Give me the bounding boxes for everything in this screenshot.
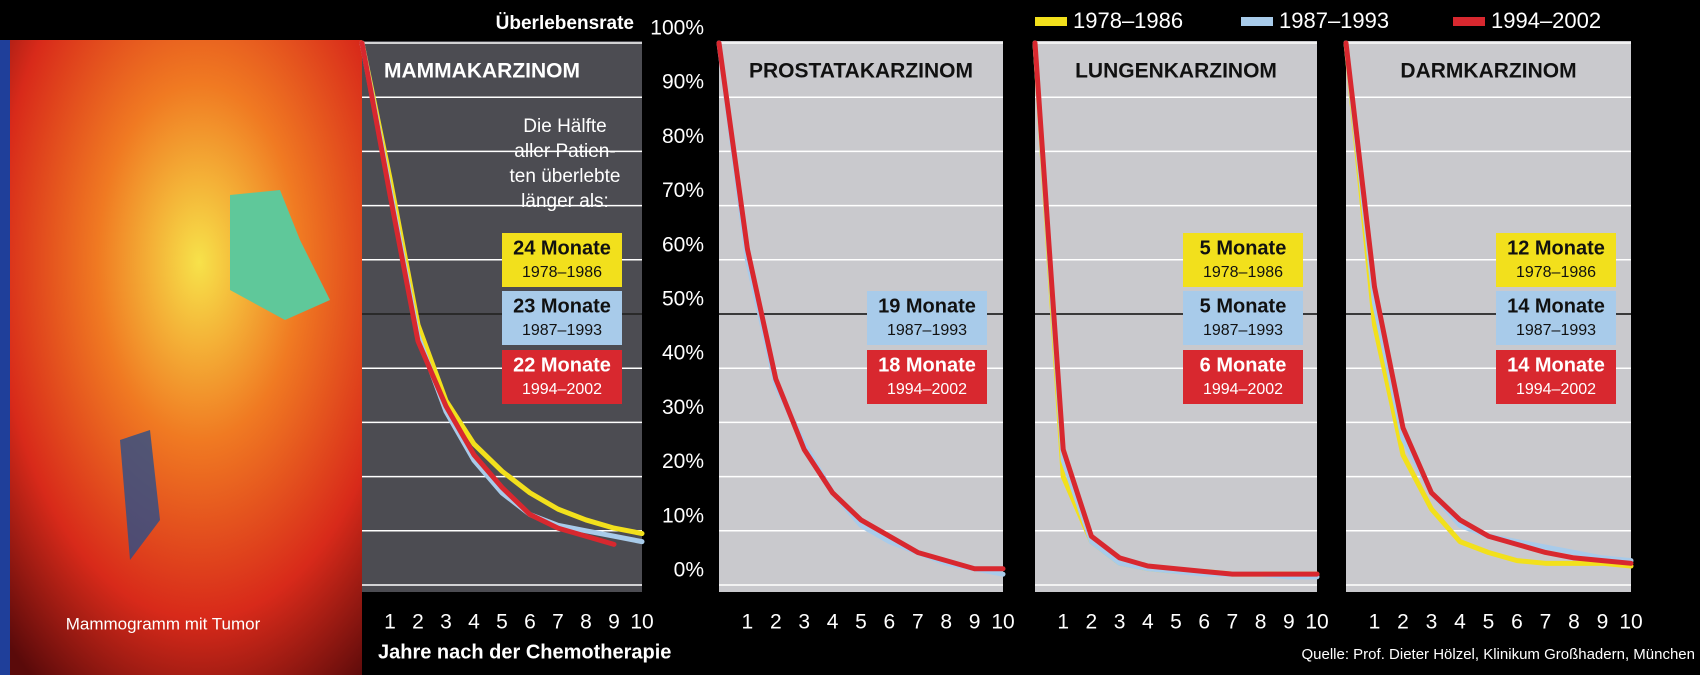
mammogram-image bbox=[0, 40, 362, 675]
x-tick-label: 2 bbox=[1397, 611, 1409, 634]
median-period: 1978–1986 bbox=[1203, 264, 1283, 281]
median-period: 1994–2002 bbox=[522, 381, 602, 398]
x-tick-label: 2 bbox=[412, 611, 424, 634]
y-tick-label: 50% bbox=[662, 288, 704, 311]
median-label: 24 Monate bbox=[513, 237, 611, 259]
median-label: 22 Monate bbox=[513, 354, 611, 376]
median-period: 1987–1993 bbox=[522, 322, 602, 339]
x-tick-label: 3 bbox=[1114, 611, 1126, 634]
median-period: 1994–2002 bbox=[1203, 381, 1283, 398]
y-tick-label: 70% bbox=[662, 179, 704, 202]
x-tick-label: 3 bbox=[798, 611, 810, 634]
legend-label: 1987–1993 bbox=[1279, 8, 1389, 33]
median-period: 1994–2002 bbox=[887, 381, 967, 398]
median-label: 12 Monate bbox=[1507, 237, 1605, 259]
x-tick-label: 9 bbox=[1283, 611, 1295, 634]
image-edge bbox=[0, 40, 10, 675]
median-period: 1987–1993 bbox=[887, 322, 967, 339]
legend-swatch bbox=[1453, 17, 1485, 26]
x-tick-label: 4 bbox=[1142, 611, 1154, 634]
annotation: Die Hälfte bbox=[523, 116, 606, 137]
x-tick-label: 1 bbox=[384, 611, 396, 634]
annotation: länger als: bbox=[521, 191, 609, 212]
chart: Mammogramm mit Tumor Quelle: Prof. Diete… bbox=[0, 0, 1700, 675]
x-tick-label: 10 bbox=[991, 611, 1014, 634]
x-tick-label: 8 bbox=[1568, 611, 1580, 634]
x-tick-label: 10 bbox=[1619, 611, 1642, 634]
annotation: aller Patien- bbox=[514, 141, 615, 162]
x-tick-label: 6 bbox=[1511, 611, 1523, 634]
legend-label: 1978–1986 bbox=[1073, 8, 1183, 33]
x-tick-label: 7 bbox=[552, 611, 564, 634]
x-tick-label: 8 bbox=[1255, 611, 1267, 634]
y-tick-label: 60% bbox=[662, 233, 704, 256]
x-tick-label: 7 bbox=[1540, 611, 1552, 634]
legend-label: 1994–2002 bbox=[1491, 8, 1601, 33]
legend-swatch bbox=[1241, 17, 1273, 26]
median-label: 6 Monate bbox=[1200, 354, 1287, 376]
x-tick-label: 2 bbox=[1086, 611, 1098, 634]
x-tick-label: 5 bbox=[496, 611, 508, 634]
x-tick-label: 10 bbox=[1305, 611, 1328, 634]
x-tick-label: 5 bbox=[1170, 611, 1182, 634]
y-axis-label: Überlebensrate bbox=[496, 13, 634, 34]
x-tick-label: 6 bbox=[1198, 611, 1210, 634]
x-tick-label: 7 bbox=[1227, 611, 1239, 634]
x-tick-label: 4 bbox=[1454, 611, 1466, 634]
x-tick-label: 4 bbox=[827, 611, 839, 634]
x-tick-label: 1 bbox=[1057, 611, 1069, 634]
x-tick-label: 7 bbox=[912, 611, 924, 634]
median-label: 18 Monate bbox=[878, 354, 976, 376]
y-tick-label: 40% bbox=[662, 342, 704, 365]
median-period: 1987–1993 bbox=[1203, 322, 1283, 339]
x-tick-label: 1 bbox=[1369, 611, 1381, 634]
page: Mammogramm mit Tumor Quelle: Prof. Diete… bbox=[0, 0, 1700, 675]
median-label: 14 Monate bbox=[1507, 295, 1605, 317]
x-tick-label: 5 bbox=[855, 611, 867, 634]
annotation: ten überlebte bbox=[510, 166, 621, 187]
x-tick-label: 6 bbox=[524, 611, 536, 634]
x-axis-label: Jahre nach der Chemotherapie bbox=[378, 641, 671, 663]
x-tick-label: 9 bbox=[1597, 611, 1609, 634]
x-tick-label: 8 bbox=[580, 611, 592, 634]
median-label: 14 Monate bbox=[1507, 354, 1605, 376]
legend-swatch bbox=[1035, 17, 1067, 26]
x-tick-label: 9 bbox=[969, 611, 981, 634]
median-label: 5 Monate bbox=[1200, 295, 1287, 317]
median-label: 19 Monate bbox=[878, 295, 976, 317]
x-tick-label: 3 bbox=[440, 611, 452, 634]
x-tick-label: 9 bbox=[608, 611, 620, 634]
panel-title: PROSTATAKARZINOM bbox=[749, 60, 973, 83]
source: Quelle: Prof. Dieter Hölzel, Klinikum Gr… bbox=[1301, 646, 1695, 663]
median-period: 1978–1986 bbox=[1516, 264, 1596, 281]
y-tick-label: 100% bbox=[650, 17, 704, 40]
median-period: 1994–2002 bbox=[1516, 381, 1596, 398]
y-tick-label: 10% bbox=[662, 504, 704, 527]
image-caption: Mammogramm mit Tumor bbox=[66, 614, 261, 633]
x-tick-label: 5 bbox=[1483, 611, 1495, 634]
panel-title: LUNGENKARZINOM bbox=[1075, 60, 1277, 83]
y-tick-label: 20% bbox=[662, 450, 704, 473]
x-tick-label: 10 bbox=[630, 611, 653, 634]
y-tick-label: 90% bbox=[662, 71, 704, 94]
median-period: 1978–1986 bbox=[522, 264, 602, 281]
x-tick-label: 2 bbox=[770, 611, 782, 634]
x-tick-label: 3 bbox=[1426, 611, 1438, 634]
median-period: 1987–1993 bbox=[1516, 322, 1596, 339]
y-tick-label: 30% bbox=[662, 396, 704, 419]
median-label: 5 Monate bbox=[1200, 237, 1287, 259]
x-tick-label: 1 bbox=[742, 611, 754, 634]
x-tick-label: 6 bbox=[884, 611, 896, 634]
panel-title: MAMMAKARZINOM bbox=[384, 60, 580, 83]
x-tick-label: 8 bbox=[940, 611, 952, 634]
median-label: 23 Monate bbox=[513, 295, 611, 317]
panel-title: DARMKARZINOM bbox=[1400, 60, 1576, 83]
y-tick-label: 0% bbox=[674, 559, 704, 582]
x-tick-label: 4 bbox=[468, 611, 480, 634]
y-tick-label: 80% bbox=[662, 125, 704, 148]
